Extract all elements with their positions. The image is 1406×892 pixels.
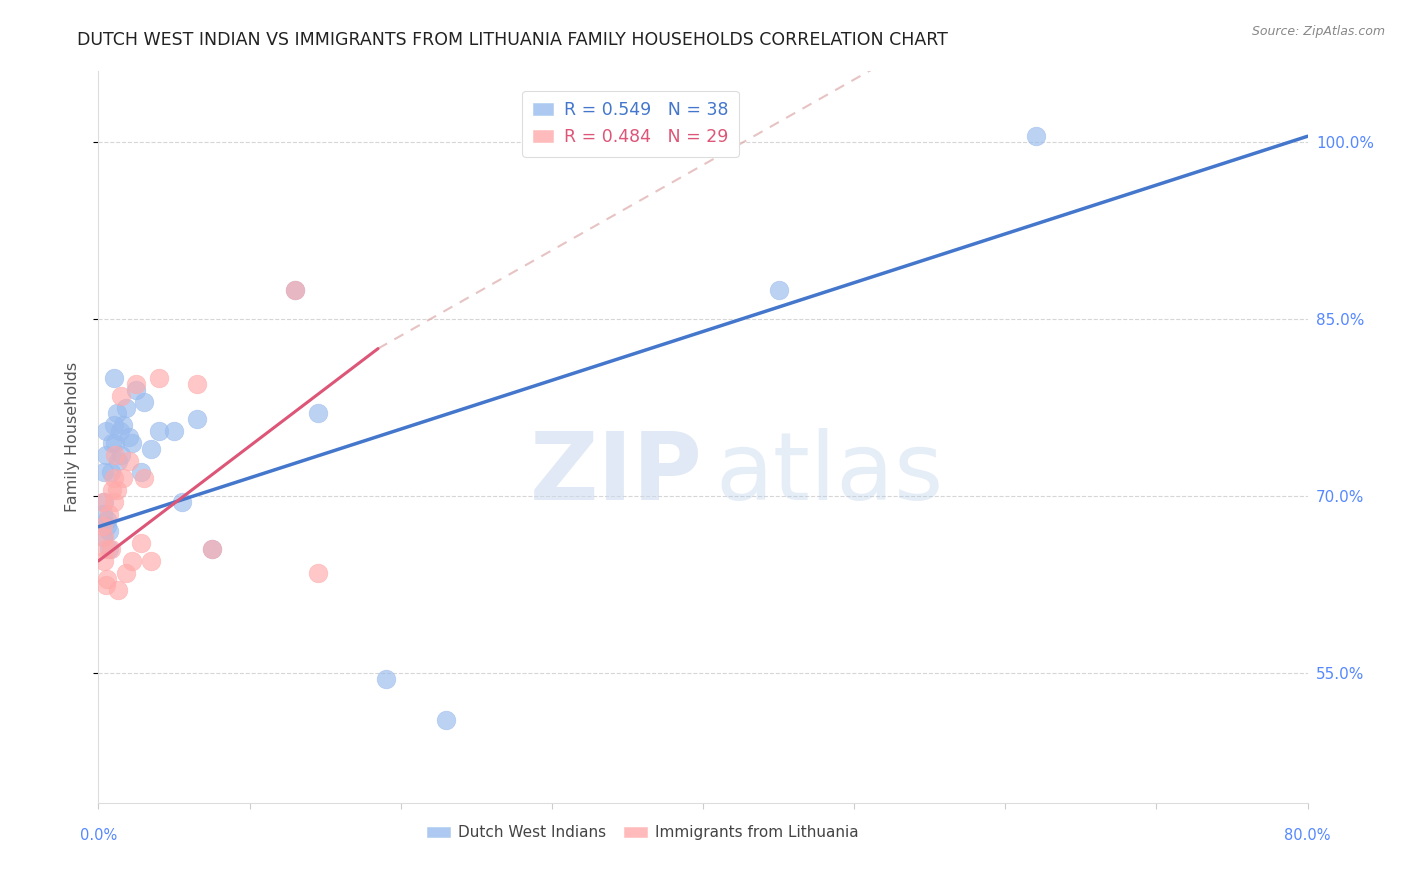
Point	[434, 713, 457, 727]
Point	[114, 401, 136, 415]
Point	[284, 283, 307, 297]
Point	[129, 466, 152, 480]
Point	[284, 283, 307, 297]
Point	[148, 424, 170, 438]
Point	[104, 436, 127, 450]
Point	[94, 448, 117, 462]
Point	[93, 554, 115, 568]
Point	[104, 448, 127, 462]
Point	[103, 471, 125, 485]
Point	[107, 453, 129, 467]
Point	[186, 412, 208, 426]
Point	[96, 572, 118, 586]
Legend: Dutch West Indians, Immigrants from Lithuania: Dutch West Indians, Immigrants from Lith…	[420, 819, 865, 847]
Point	[125, 383, 148, 397]
Point	[118, 430, 141, 444]
Y-axis label: Family Households: Family Households	[65, 362, 80, 512]
Point	[114, 566, 136, 580]
Point	[132, 394, 155, 409]
Point	[98, 542, 121, 557]
Point	[105, 483, 128, 498]
Point	[148, 371, 170, 385]
Point	[121, 436, 143, 450]
Point	[91, 518, 114, 533]
Point	[96, 513, 118, 527]
Point	[94, 424, 117, 438]
Point	[100, 466, 122, 480]
Point	[141, 442, 163, 456]
Point	[1024, 129, 1046, 144]
Point	[111, 418, 134, 433]
Point	[118, 453, 141, 467]
Point	[100, 542, 122, 557]
Point	[141, 554, 163, 568]
Text: ZIP: ZIP	[530, 427, 703, 520]
Point	[98, 507, 121, 521]
Point	[103, 418, 125, 433]
Point	[307, 566, 329, 580]
Text: 0.0%: 0.0%	[80, 828, 117, 843]
Point	[125, 376, 148, 391]
Point	[374, 672, 396, 686]
Point	[105, 407, 128, 421]
Text: atlas: atlas	[716, 427, 943, 520]
Point	[132, 471, 155, 485]
Point	[201, 542, 224, 557]
Point	[201, 542, 224, 557]
Point	[108, 424, 131, 438]
Text: Source: ZipAtlas.com: Source: ZipAtlas.com	[1251, 25, 1385, 38]
Point	[101, 483, 124, 498]
Point	[103, 371, 125, 385]
Text: 80.0%: 80.0%	[1284, 828, 1331, 843]
Point	[94, 542, 117, 557]
Point	[101, 436, 124, 450]
Point	[94, 577, 117, 591]
Point	[93, 530, 115, 544]
Point	[93, 495, 115, 509]
Point	[91, 530, 114, 544]
Point	[91, 495, 114, 509]
Point	[103, 495, 125, 509]
Point	[307, 407, 329, 421]
Point	[163, 424, 186, 438]
Point	[107, 583, 129, 598]
Point	[121, 554, 143, 568]
Point	[93, 466, 115, 480]
Point	[98, 524, 121, 539]
Point	[96, 518, 118, 533]
Point	[111, 471, 134, 485]
Point	[110, 448, 132, 462]
Text: DUTCH WEST INDIAN VS IMMIGRANTS FROM LITHUANIA FAMILY HOUSEHOLDS CORRELATION CHA: DUTCH WEST INDIAN VS IMMIGRANTS FROM LIT…	[77, 31, 948, 49]
Point	[91, 507, 114, 521]
Point	[129, 536, 152, 550]
Point	[170, 495, 193, 509]
Point	[110, 389, 132, 403]
Point	[186, 376, 208, 391]
Point	[768, 283, 790, 297]
